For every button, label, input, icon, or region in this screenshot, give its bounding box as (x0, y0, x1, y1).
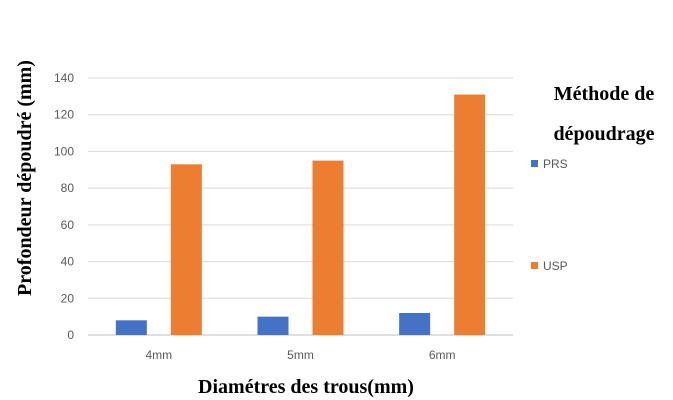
y-tick-label: 0 (67, 328, 74, 342)
y-tick-label: 20 (61, 291, 75, 305)
y-tick-label: 140 (54, 71, 74, 85)
bars (115, 94, 486, 336)
gridlines (88, 77, 513, 336)
legend-label-prs: PRS (543, 157, 568, 171)
legend-title-line-1: Méthode de (554, 83, 655, 105)
x-tick-label: 6mm (429, 348, 456, 362)
y-axis-title: Profondeur dépoudré (mm) (14, 60, 36, 296)
bar-usp-4mm (170, 164, 202, 335)
y-tick-label: 80 (61, 181, 75, 195)
x-axis-title: Diamétres des trous(mm) (198, 376, 414, 398)
y-tick-label: 60 (61, 218, 75, 232)
legend-swatch-prs (531, 160, 538, 167)
legend-label-usp: USP (543, 259, 568, 273)
x-tick-label: 5mm (287, 348, 314, 362)
y-tick-label: 120 (54, 108, 74, 122)
legend-swatch-usp (531, 262, 538, 269)
bar-usp-5mm (312, 160, 344, 335)
bar-prs-5mm (257, 316, 289, 335)
legend-title-line-2: dépoudrage (553, 123, 654, 145)
y-tick-label: 40 (61, 255, 75, 269)
legend: Méthode de dépoudrage PRS USP (531, 83, 655, 273)
x-tick-label: 4mm (145, 348, 172, 362)
y-tick-labels: 0 20 40 60 80 100 120 140 (54, 71, 74, 342)
y-tick-label: 100 (54, 144, 74, 158)
bar-usp-6mm (454, 94, 486, 336)
bar-prs-4mm (115, 320, 147, 335)
x-tick-labels: 4mm 5mm 6mm (145, 348, 455, 362)
bar-prs-6mm (399, 312, 431, 335)
